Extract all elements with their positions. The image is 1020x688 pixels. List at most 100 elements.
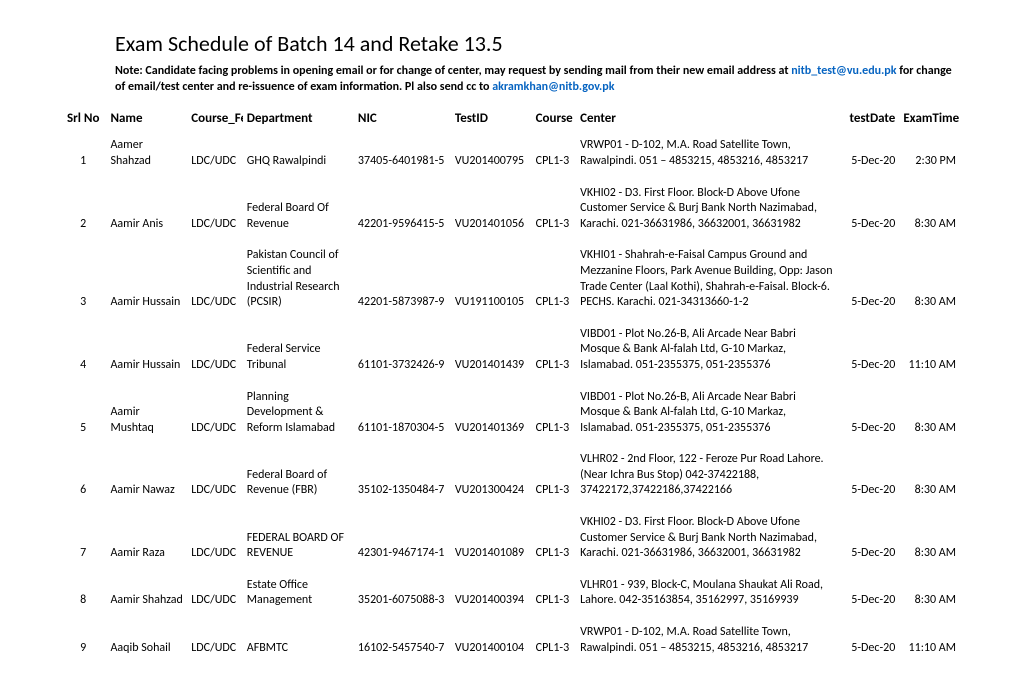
cell-time: 8:30 AM xyxy=(899,576,960,611)
table-row: 1Aamer ShahzadLDC/UDCGHQ Rawalpindi37405… xyxy=(60,136,960,171)
cell-testid: VU201400394 xyxy=(451,576,532,611)
schedule-table: Srl No Name Course_Fee Department NIC Te… xyxy=(60,109,960,658)
cell-nic: 61101-3732426-9 xyxy=(354,325,451,376)
cell-date: 5-Dec-20 xyxy=(841,623,900,658)
cell-srl: 2 xyxy=(60,184,106,235)
table-row: 3Aamir HussainLDC/UDCPakistan Council of… xyxy=(60,246,960,312)
cell-fee: LDC/UDC xyxy=(187,184,243,235)
spacer-row xyxy=(60,172,960,184)
cell-fee: LDC/UDC xyxy=(187,576,243,611)
cell-nic: 37405-6401981-5 xyxy=(354,136,451,171)
table-row: 2Aamir AnisLDC/UDCFederal Board Of Reven… xyxy=(60,184,960,235)
cell-dept: Federal Board of Revenue (FBR) xyxy=(243,450,354,501)
cell-course: CPL1-3 xyxy=(532,184,576,235)
cell-date: 5-Dec-20 xyxy=(841,136,900,171)
cell-time: 8:30 AM xyxy=(899,388,960,439)
cell-date: 5-Dec-20 xyxy=(841,450,900,501)
cell-date: 5-Dec-20 xyxy=(841,576,900,611)
cell-course: CPL1-3 xyxy=(532,246,576,312)
cell-name: Aamir Hussain xyxy=(106,246,187,312)
cell-fee: LDC/UDC xyxy=(187,246,243,312)
cell-name: Aamir Raza xyxy=(106,513,187,564)
cell-srl: 5 xyxy=(60,388,106,439)
col-dept: Department xyxy=(243,109,354,136)
note-text: Note: Candidate facing problems in openi… xyxy=(115,63,960,95)
spacer-row xyxy=(60,564,960,576)
cell-testid: VU201401369 xyxy=(451,388,532,439)
table-row: 9Aaqib SohailLDC/UDCAFBMTC16102-5457540-… xyxy=(60,623,960,658)
cell-srl: 1 xyxy=(60,136,106,171)
cell-nic: 61101-1870304-5 xyxy=(354,388,451,439)
cell-date: 5-Dec-20 xyxy=(841,184,900,235)
cell-fee: LDC/UDC xyxy=(187,388,243,439)
cell-center: VKHI01 - Shahrah-e-Faisal Campus Ground … xyxy=(576,246,841,312)
header-row: Srl No Name Course_Fee Department NIC Te… xyxy=(60,109,960,136)
cell-testid: VU201400795 xyxy=(451,136,532,171)
note-email-1[interactable]: nitb_test@vu.edu.pk xyxy=(791,64,896,78)
cell-srl: 4 xyxy=(60,325,106,376)
cell-center: VKHI02 - D3. First Floor. Block-D Above … xyxy=(576,184,841,235)
cell-center: VLHR02 - 2nd Floor, 122 - Feroze Pur Roa… xyxy=(576,450,841,501)
col-time: ExamTime xyxy=(899,109,960,136)
cell-srl: 3 xyxy=(60,246,106,312)
cell-course: CPL1-3 xyxy=(532,136,576,171)
cell-course: CPL1-3 xyxy=(532,576,576,611)
cell-time: 8:30 AM xyxy=(899,513,960,564)
cell-course: CPL1-3 xyxy=(532,450,576,501)
spacer-row xyxy=(60,611,960,623)
spacer-row xyxy=(60,438,960,450)
cell-testid: VU201401089 xyxy=(451,513,532,564)
cell-nic: 42201-9596415-5 xyxy=(354,184,451,235)
cell-fee: LDC/UDC xyxy=(187,450,243,501)
cell-name: Aamir Hussain xyxy=(106,325,187,376)
cell-testid: VU201300424 xyxy=(451,450,532,501)
cell-time: 8:30 AM xyxy=(899,246,960,312)
note-email-2[interactable]: akramkhan@nitb.gov.pk xyxy=(492,80,614,94)
col-nic: NIC xyxy=(354,109,451,136)
spacer-row xyxy=(60,501,960,513)
cell-name: Aamer Shahzad xyxy=(106,136,187,171)
cell-date: 5-Dec-20 xyxy=(841,246,900,312)
note-prefix: Note: Candidate facing problems in openi… xyxy=(115,64,791,78)
cell-testid: VU201400104 xyxy=(451,623,532,658)
cell-dept: FEDERAL BOARD OF REVENUE xyxy=(243,513,354,564)
cell-dept: Federal Service Tribunal xyxy=(243,325,354,376)
col-srl: Srl No xyxy=(60,109,106,136)
cell-time: 2:30 PM xyxy=(899,136,960,171)
cell-center: VLHR01 - 939, Block-C, Moulana Shaukat A… xyxy=(576,576,841,611)
cell-name: Aaqib Sohail xyxy=(106,623,187,658)
page-title: Exam Schedule of Batch 14 and Retake 13.… xyxy=(115,30,960,57)
cell-time: 11:10 AM xyxy=(899,325,960,376)
cell-dept: Federal Board Of Revenue xyxy=(243,184,354,235)
col-date: testDate xyxy=(841,109,900,136)
cell-nic: 42301-9467174-1 xyxy=(354,513,451,564)
cell-testid: VU201401056 xyxy=(451,184,532,235)
cell-date: 5-Dec-20 xyxy=(841,325,900,376)
cell-center: VRWP01 - D-102, M.A. Road Satellite Town… xyxy=(576,136,841,171)
cell-testid: VU191100105 xyxy=(451,246,532,312)
cell-testid: VU201401439 xyxy=(451,325,532,376)
cell-course: CPL1-3 xyxy=(532,513,576,564)
table-row: 7Aamir RazaLDC/UDCFEDERAL BOARD OF REVEN… xyxy=(60,513,960,564)
spacer-row xyxy=(60,234,960,246)
cell-name: Aamir Nawaz xyxy=(106,450,187,501)
cell-course: CPL1-3 xyxy=(532,623,576,658)
cell-fee: LDC/UDC xyxy=(187,513,243,564)
cell-date: 5-Dec-20 xyxy=(841,388,900,439)
spacer-row xyxy=(60,313,960,325)
cell-name: Aamir Anis xyxy=(106,184,187,235)
cell-nic: 16102-5457540-7 xyxy=(354,623,451,658)
cell-dept: Estate Office Management xyxy=(243,576,354,611)
cell-fee: LDC/UDC xyxy=(187,325,243,376)
cell-dept: GHQ Rawalpindi xyxy=(243,136,354,171)
cell-dept: Pakistan Council of Scientific and Indus… xyxy=(243,246,354,312)
cell-srl: 6 xyxy=(60,450,106,501)
cell-course: CPL1-3 xyxy=(532,325,576,376)
cell-time: 11:10 AM xyxy=(899,623,960,658)
cell-nic: 42201-5873987-9 xyxy=(354,246,451,312)
cell-fee: LDC/UDC xyxy=(187,136,243,171)
cell-srl: 7 xyxy=(60,513,106,564)
col-center: Center xyxy=(576,109,841,136)
cell-name: Aamir Mushtaq xyxy=(106,388,187,439)
col-testid: TestID xyxy=(451,109,532,136)
